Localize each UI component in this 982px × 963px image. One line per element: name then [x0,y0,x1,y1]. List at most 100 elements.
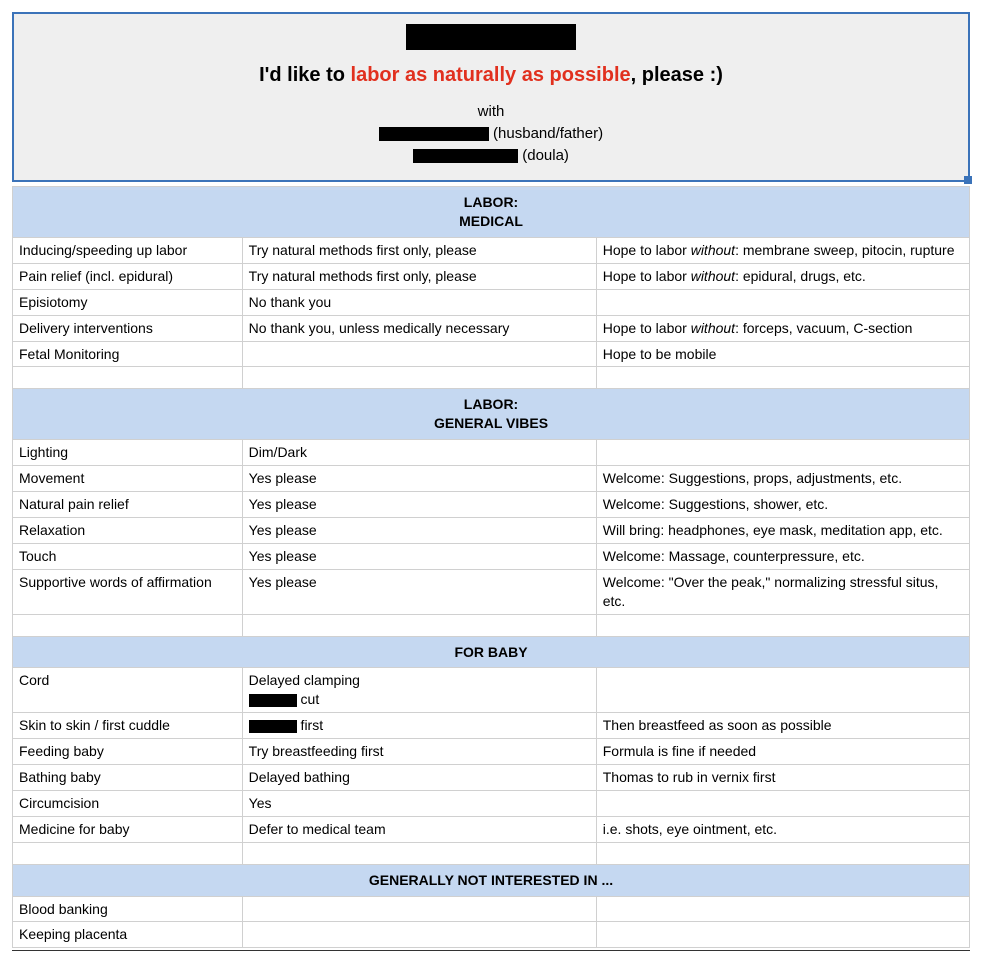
row-topic: Fetal Monitoring [13,341,243,367]
row-preference: Yes please [242,517,596,543]
table-row: Blood banking [13,896,970,922]
row-topic: Delivery interventions [13,315,243,341]
row-note: Then breastfeed as soon as possible [596,713,969,739]
row-note: Welcome: Suggestions, shower, etc. [596,492,969,518]
section-title: LABOR: GENERAL VIBES [13,389,970,440]
with-label: with [24,101,958,123]
table-row: Skin to skin / first cuddle first Then b… [13,713,970,739]
redacted-inline [249,694,297,707]
row-note: i.e. shots, eye ointment, etc. [596,816,969,842]
table-row: Natural pain relief Yes please Welcome: … [13,492,970,518]
row-preference: Yes please [242,569,596,614]
spacer-row [13,842,970,864]
row-note: Formula is fine if needed [596,739,969,765]
row-topic: Supportive words of affirmation [13,569,243,614]
spacer-row [13,614,970,636]
tagline-emphasis: labor as naturally as possible [351,64,631,86]
table-row: Bathing baby Delayed bathing Thomas to r… [13,764,970,790]
row-preference: Yes please [242,466,596,492]
table-row: Cord Delayed clamping cut [13,668,970,713]
table-row: Touch Yes please Welcome: Massage, count… [13,543,970,569]
table-row: Fetal Monitoring Hope to be mobile [13,341,970,367]
row-note: Welcome: Suggestions, props, adjustments… [596,466,969,492]
bottom-rule [12,950,970,951]
support-person-2: (doula) [24,145,958,167]
row-note: Hope to labor without: forceps, vacuum, … [596,315,969,341]
row-topic: Medicine for baby [13,816,243,842]
row-topic: Touch [13,543,243,569]
table-row: Inducing/speeding up labor Try natural m… [13,238,970,264]
row-preference: Try natural methods first only, please [242,263,596,289]
row-preference: Delayed clamping cut [242,668,596,713]
tagline-prefix: I'd like to [259,64,350,86]
row-topic: Pain relief (incl. epidural) [13,263,243,289]
section-header-labor-vibes: LABOR: GENERAL VIBES [13,389,970,440]
support1-role: (husband/father) [489,125,603,142]
tagline-suffix: , please :) [631,64,723,86]
tagline: I'd like to labor as naturally as possib… [24,64,958,87]
row-preference [242,896,596,922]
row-topic: Bathing baby [13,764,243,790]
header-box: I'd like to labor as naturally as possib… [12,12,970,182]
row-preference: Try breastfeeding first [242,739,596,765]
birth-plan-document: I'd like to labor as naturally as possib… [12,12,970,951]
row-note: Will bring: headphones, eye mask, medita… [596,517,969,543]
row-preference [242,922,596,948]
row-topic: Movement [13,466,243,492]
plan-table: LABOR: MEDICAL Inducing/speeding up labo… [12,186,970,948]
section-header-for-baby: FOR BABY [13,636,970,668]
table-row: Keeping placenta [13,922,970,948]
row-topic: Cord [13,668,243,713]
patient-name-redacted [24,24,958,50]
row-preference: No thank you [242,289,596,315]
support2-role: (doula) [518,147,569,164]
redacted-inline [249,720,297,733]
row-topic: Inducing/speeding up labor [13,238,243,264]
spacer-row [13,367,970,389]
row-preference: Yes please [242,543,596,569]
row-note: Thomas to rub in vernix first [596,764,969,790]
row-preference: Yes [242,790,596,816]
row-preference: first [242,713,596,739]
table-row: Feeding baby Try breastfeeding first For… [13,739,970,765]
row-topic: Feeding baby [13,739,243,765]
table-row: Pain relief (incl. epidural) Try natural… [13,263,970,289]
row-topic: Episiotomy [13,289,243,315]
redacted-name-1 [379,127,489,141]
row-preference: No thank you, unless medically necessary [242,315,596,341]
table-row: Lighting Dim/Dark [13,440,970,466]
row-topic: Circumcision [13,790,243,816]
table-row: Episiotomy No thank you [13,289,970,315]
row-note: Welcome: Massage, counterpressure, etc. [596,543,969,569]
row-topic: Lighting [13,440,243,466]
row-note [596,289,969,315]
row-note: Hope to labor without: epidural, drugs, … [596,263,969,289]
section-title: GENERALLY NOT INTERESTED IN ... [13,864,970,896]
table-row: Supportive words of affirmation Yes plea… [13,569,970,614]
row-topic: Relaxation [13,517,243,543]
table-row: Delivery interventions No thank you, unl… [13,315,970,341]
row-preference [242,341,596,367]
row-preference: Dim/Dark [242,440,596,466]
row-note [596,668,969,713]
section-title: FOR BABY [13,636,970,668]
row-topic: Blood banking [13,896,243,922]
row-preference: Delayed bathing [242,764,596,790]
table-row: Movement Yes please Welcome: Suggestions… [13,466,970,492]
row-note [596,922,969,948]
table-row: Medicine for baby Defer to medical team … [13,816,970,842]
table-row: Relaxation Yes please Will bring: headph… [13,517,970,543]
row-note: Hope to labor without: membrane sweep, p… [596,238,969,264]
row-preference: Try natural methods first only, please [242,238,596,264]
row-topic: Natural pain relief [13,492,243,518]
row-note [596,440,969,466]
row-topic: Keeping placenta [13,922,243,948]
support-people: with (husband/father) (doula) [24,101,958,166]
row-topic: Skin to skin / first cuddle [13,713,243,739]
section-header-labor-medical: LABOR: MEDICAL [13,187,970,238]
row-note: Welcome: "Over the peak," normalizing st… [596,569,969,614]
row-note [596,790,969,816]
table-row: Circumcision Yes [13,790,970,816]
row-preference: Defer to medical team [242,816,596,842]
row-note [596,896,969,922]
